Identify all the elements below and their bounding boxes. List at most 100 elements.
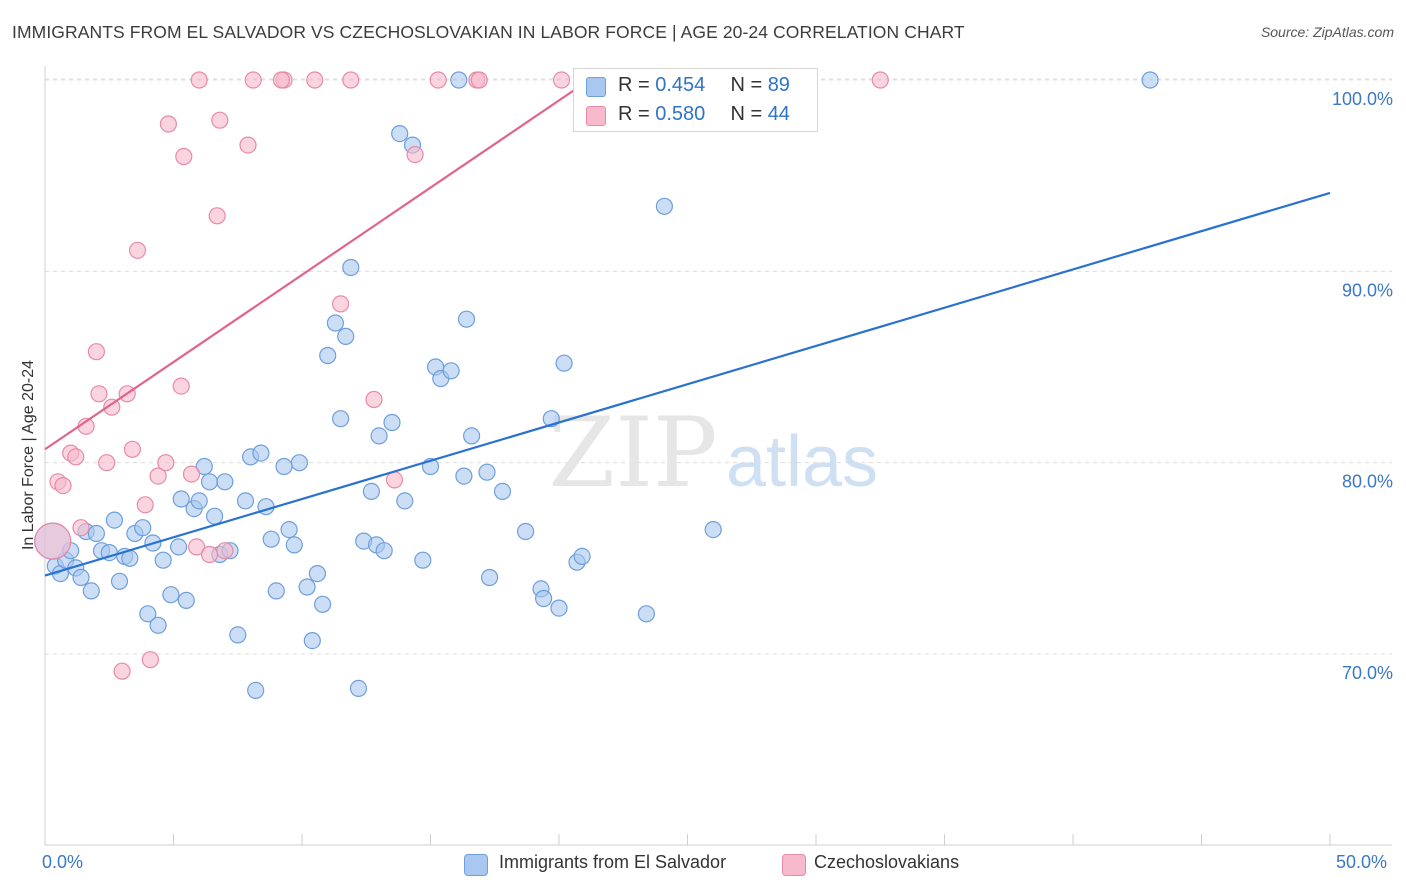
x-tick-label-min: 0.0% xyxy=(42,852,84,872)
r-label: R = xyxy=(618,103,656,125)
point-czechoslovakian xyxy=(90,385,108,403)
point-el-salvador xyxy=(704,520,722,539)
point-el-salvador xyxy=(319,346,337,365)
point-czechoslovakian xyxy=(332,295,350,313)
point-el-salvador xyxy=(170,538,188,556)
point-el-salvador xyxy=(190,492,208,510)
point-el-salvador xyxy=(332,410,350,428)
point-el-salvador xyxy=(478,463,496,481)
point-el-salvador xyxy=(267,582,285,600)
point-el-salvador xyxy=(229,626,247,644)
point-el-salvador xyxy=(550,599,568,617)
point-el-salvador xyxy=(375,542,393,560)
watermark: ZIP atlas xyxy=(548,397,878,509)
point-el-salvador xyxy=(362,482,380,500)
point-el-salvador xyxy=(162,586,180,604)
y-tick-label: 100.0% xyxy=(1332,89,1393,109)
point-czechoslovakian xyxy=(272,71,290,89)
legend-swatch-pink xyxy=(782,854,806,876)
point-el-salvador xyxy=(285,536,303,554)
point-el-salvador xyxy=(455,467,473,485)
point-el-salvador xyxy=(262,530,280,548)
point-el-salvador xyxy=(177,591,195,610)
point-czechoslovakian xyxy=(123,440,141,458)
point-czechoslovakian xyxy=(385,471,404,489)
point-el-salvador xyxy=(370,427,388,445)
point-el-salvador xyxy=(303,631,321,650)
point-czechoslovakian xyxy=(406,146,424,164)
axes xyxy=(44,66,1392,846)
point-czechoslovakian xyxy=(87,343,106,361)
point-czechoslovakian xyxy=(306,71,324,89)
series-czechoslovakians-points xyxy=(34,71,889,680)
point-el-salvador xyxy=(457,310,476,328)
point-czechoslovakian xyxy=(128,241,147,259)
point-el-salvador xyxy=(110,572,129,590)
point-el-salvador xyxy=(573,547,591,566)
point-el-salvador xyxy=(326,314,344,332)
legend-stats: R = 0.454 N = 89 xyxy=(618,74,790,97)
point-el-salvador xyxy=(275,457,293,476)
n-value: 44 xyxy=(767,103,790,125)
point-el-salvador xyxy=(391,125,409,143)
point-el-salvador xyxy=(149,616,167,634)
point-czechoslovakian xyxy=(244,71,262,89)
legend-stats: R = 0.580 N = 44 xyxy=(618,103,790,126)
point-czechoslovakian xyxy=(871,71,889,89)
point-el-salvador xyxy=(206,507,224,525)
point-el-salvador xyxy=(139,605,157,623)
point-el-salvador xyxy=(87,524,106,543)
point-el-salvador xyxy=(247,681,265,700)
point-czechoslovakian xyxy=(239,136,257,154)
legend-swatch-blue xyxy=(586,77,606,97)
point-el-salvador xyxy=(396,492,414,510)
point-czechoslovakian xyxy=(552,71,571,89)
legend-swatch-blue xyxy=(464,854,488,876)
y-tick-label: 90.0% xyxy=(1342,280,1393,300)
point-czechoslovakian xyxy=(113,662,131,680)
point-czechoslovakian xyxy=(103,398,121,416)
point-czechoslovakian xyxy=(175,147,193,166)
trend-lines xyxy=(44,73,1331,577)
point-el-salvador xyxy=(290,454,308,472)
legend-row-czechoslovakians: R = 0.580 N = 44 xyxy=(574,100,817,130)
y-tick-label: 80.0% xyxy=(1342,472,1393,492)
legend-label: Immigrants from El Salvador xyxy=(499,852,727,872)
x-tick-label-max: 50.0% xyxy=(1336,852,1388,872)
point-el-salvador xyxy=(493,482,512,500)
point-czechoslovakian xyxy=(157,454,175,472)
point-el-salvador xyxy=(216,473,234,491)
point-el-salvador xyxy=(450,71,468,89)
point-czechoslovakian xyxy=(188,538,206,556)
point-el-salvador xyxy=(555,354,573,372)
r-value: 0.580 xyxy=(655,103,706,125)
point-czechoslovakian xyxy=(208,207,226,225)
point-czechoslovakian xyxy=(136,496,154,514)
point-czechoslovakian xyxy=(149,467,167,485)
point-czechoslovakian xyxy=(216,542,234,560)
point-czechoslovakian xyxy=(470,71,488,89)
point-el-salvador xyxy=(516,522,535,541)
point-czechoslovakian xyxy=(365,390,383,409)
point-el-salvador xyxy=(82,582,100,600)
watermark-atlas: atlas xyxy=(726,422,878,502)
point-el-salvador xyxy=(195,457,213,476)
y-tick-label: 70.0% xyxy=(1342,663,1393,683)
point-czechoslovakian xyxy=(342,71,360,89)
point-czechoslovakian xyxy=(34,522,72,560)
point-el-salvador xyxy=(154,551,172,569)
r-value: 0.454 xyxy=(655,74,706,96)
point-el-salvador xyxy=(236,492,255,510)
y-tick-labels: 70.0% 80.0% 90.0% 100.0% xyxy=(1332,89,1393,683)
point-el-salvador xyxy=(1141,71,1159,89)
n-label: N = xyxy=(730,74,768,96)
point-el-salvador xyxy=(280,520,298,539)
point-czechoslovakian xyxy=(429,71,447,89)
point-el-salvador xyxy=(383,413,401,432)
point-el-salvador xyxy=(308,564,326,583)
trend-line-czechoslovakians xyxy=(44,73,599,451)
point-el-salvador xyxy=(337,327,355,345)
point-el-salvador xyxy=(481,568,499,587)
r-label: R = xyxy=(618,74,656,96)
